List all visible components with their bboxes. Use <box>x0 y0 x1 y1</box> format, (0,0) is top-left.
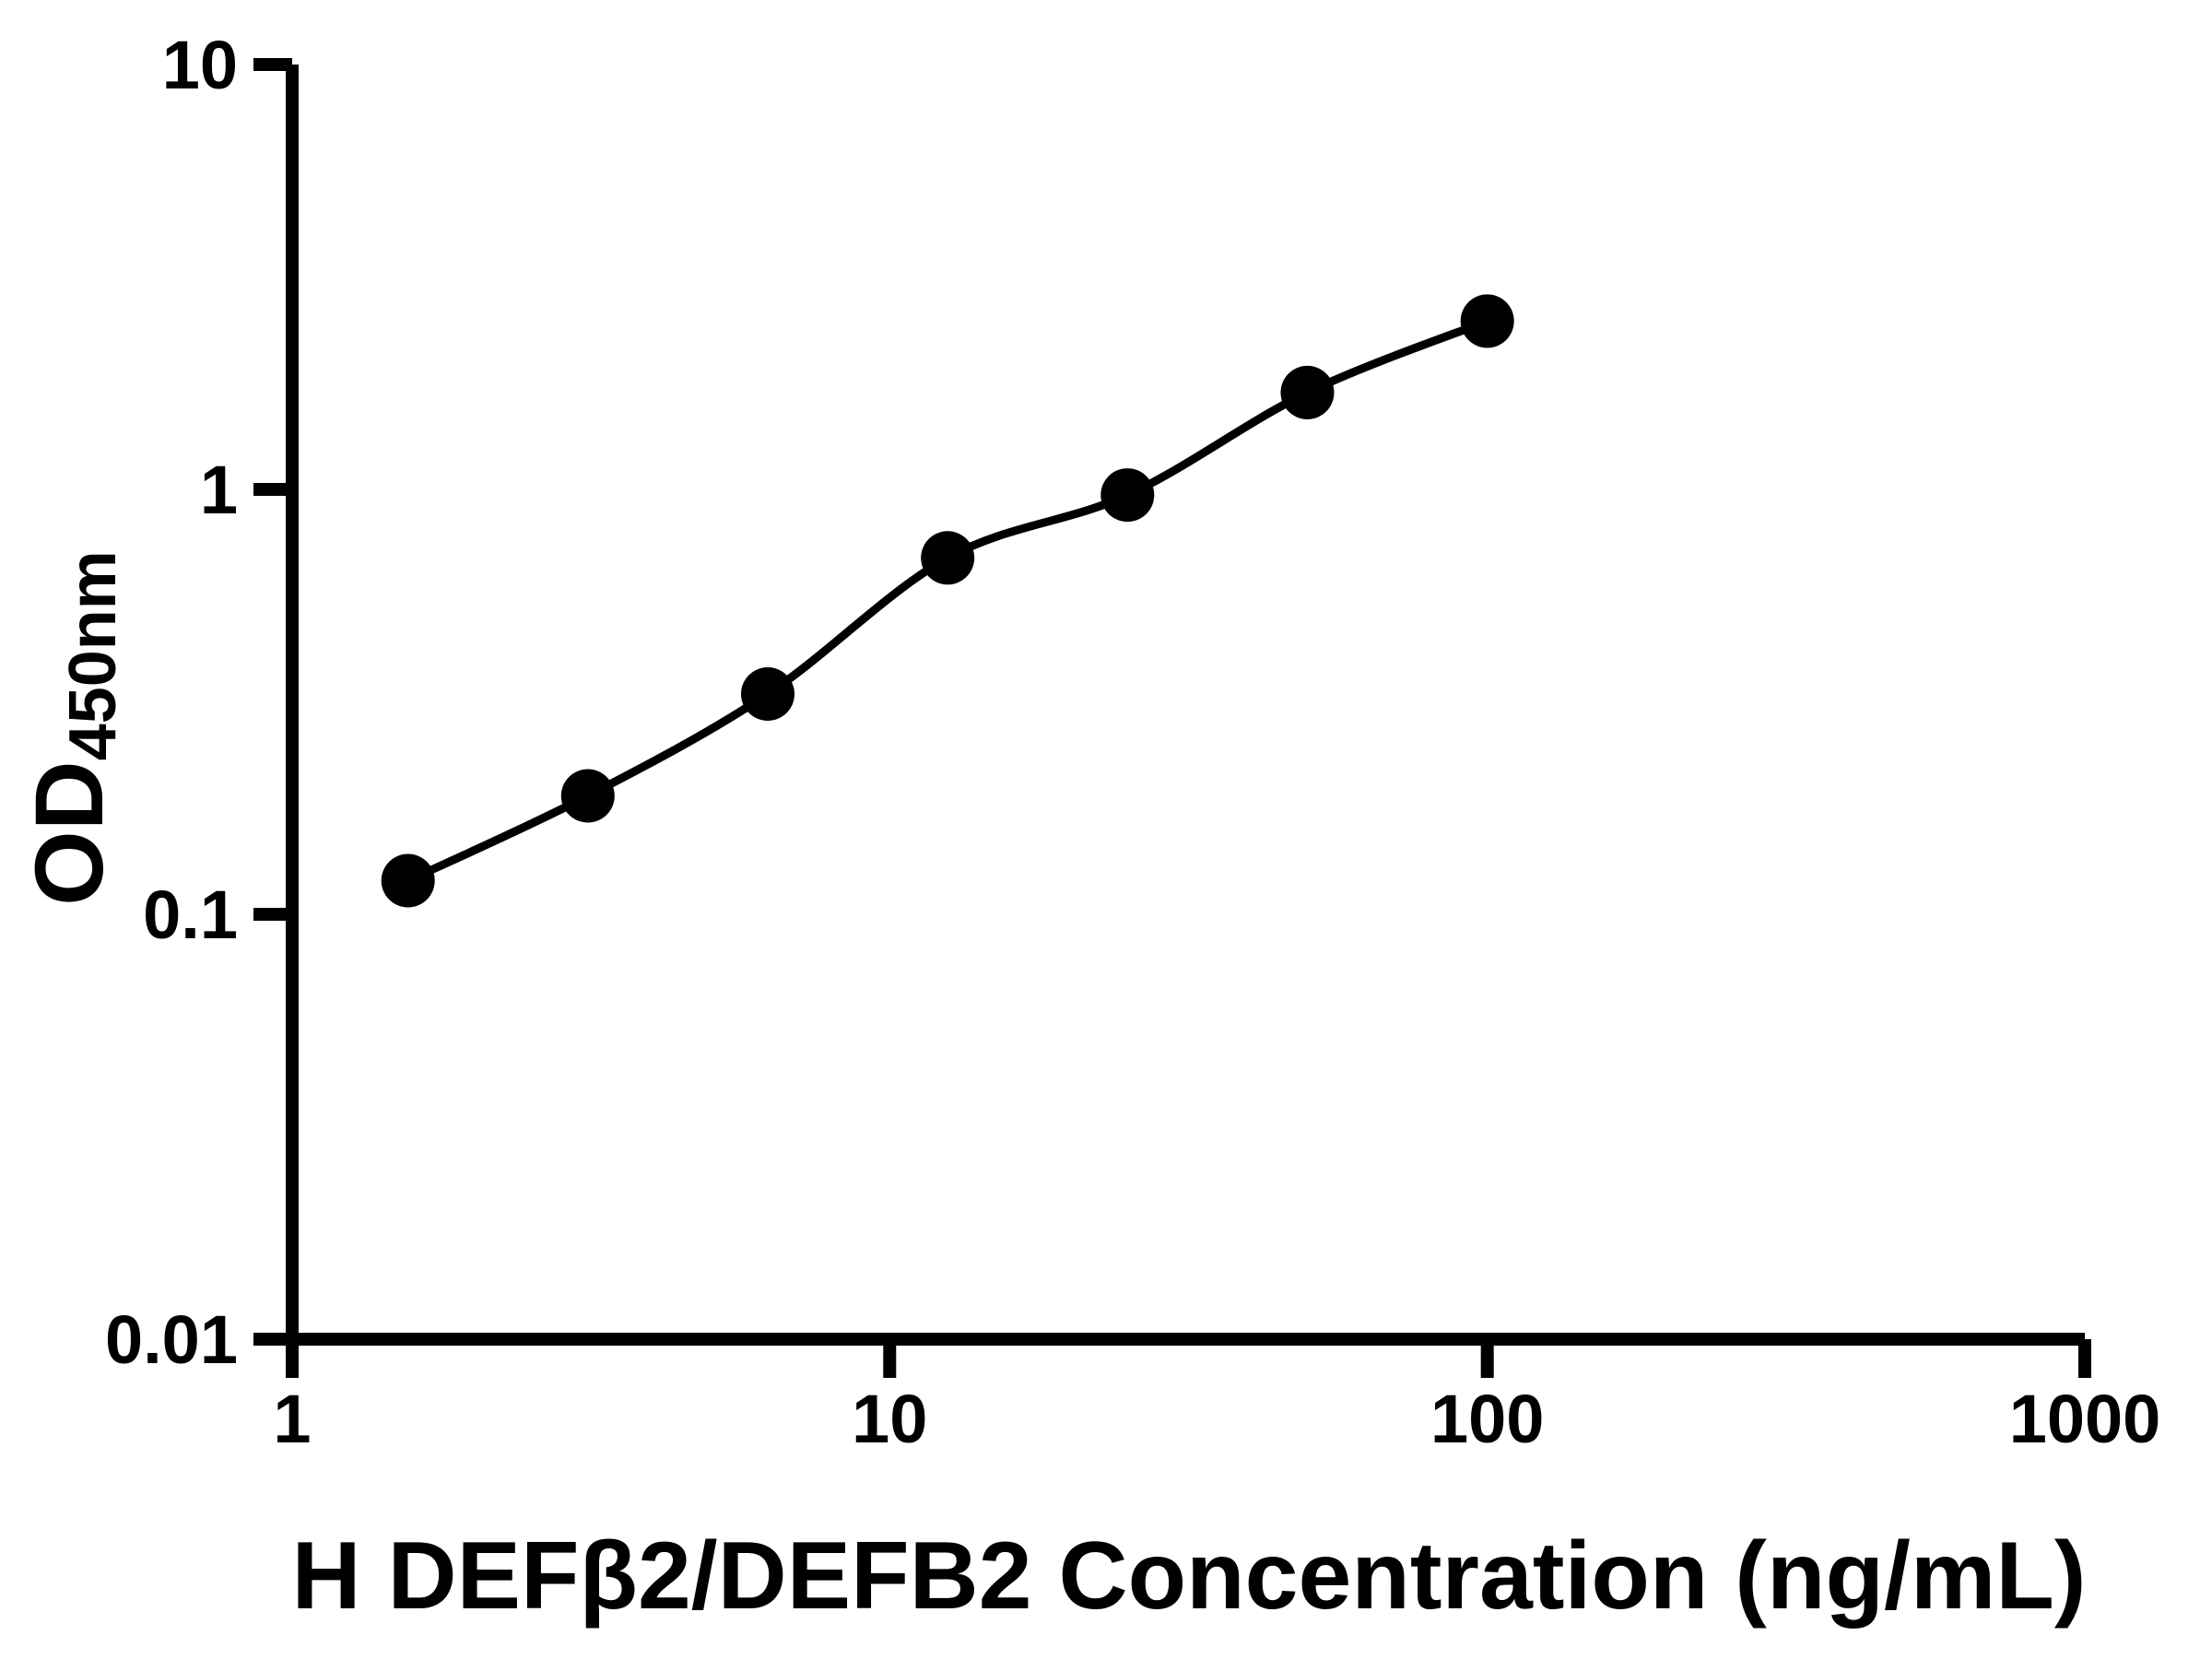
data-point <box>1100 468 1155 523</box>
data-point <box>560 769 615 823</box>
x-tick-label: 1000 <box>2009 1381 2161 1457</box>
x-tick-label: 100 <box>1430 1381 1544 1457</box>
y-tick-label: 0.01 <box>105 1301 238 1378</box>
data-point <box>921 531 975 585</box>
data-point <box>1460 294 1514 348</box>
axis-lines <box>286 65 2085 1346</box>
data-point <box>741 667 794 721</box>
y-tick-label: 1 <box>200 452 238 528</box>
x-tick-label: 1 <box>273 1381 311 1457</box>
data-point <box>381 853 435 908</box>
y-tick-label: 10 <box>162 27 238 103</box>
x-axis-title: H DEFβ2/DEFB2 Concentration (ng/mL) <box>291 1523 2087 1630</box>
y-axis-title-main: OD <box>16 760 124 906</box>
data-point <box>1280 365 1335 419</box>
y-axis-title-sub: 450nm <box>56 550 130 761</box>
y-tick-label: 0.1 <box>143 877 238 953</box>
y-axis-title: OD450nm <box>16 550 130 906</box>
x-tick-label: 10 <box>852 1381 927 1457</box>
